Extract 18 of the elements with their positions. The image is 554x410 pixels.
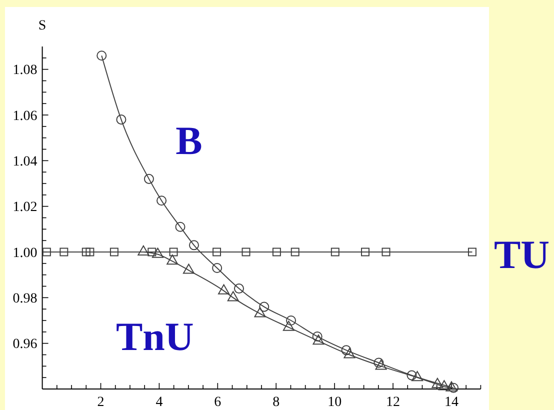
y-tick-label: 1.04 [12, 154, 38, 170]
x-tick-label: 8 [272, 395, 280, 410]
series-label: TnU [116, 314, 194, 359]
y-tick-label: 1.00 [12, 246, 38, 261]
x-tick-label: 6 [214, 395, 222, 410]
y-tick-label: 0.96 [12, 337, 38, 352]
y-tick-label: 1.02 [12, 200, 38, 216]
y-axis-title: S [38, 18, 46, 34]
series-label: B [176, 118, 202, 163]
series-label: TU [494, 232, 550, 277]
y-tick-label: 0.98 [12, 292, 38, 307]
x-tick-label: 4 [156, 395, 163, 410]
x-tick-label: 10 [328, 395, 342, 410]
x-tick-label: 2 [97, 395, 104, 410]
x-tick-label: 12 [386, 395, 400, 410]
y-tick-label: 1.06 [12, 108, 38, 124]
x-tick-label: 14 [444, 395, 458, 410]
y-tick-label: 1.08 [12, 63, 38, 78]
